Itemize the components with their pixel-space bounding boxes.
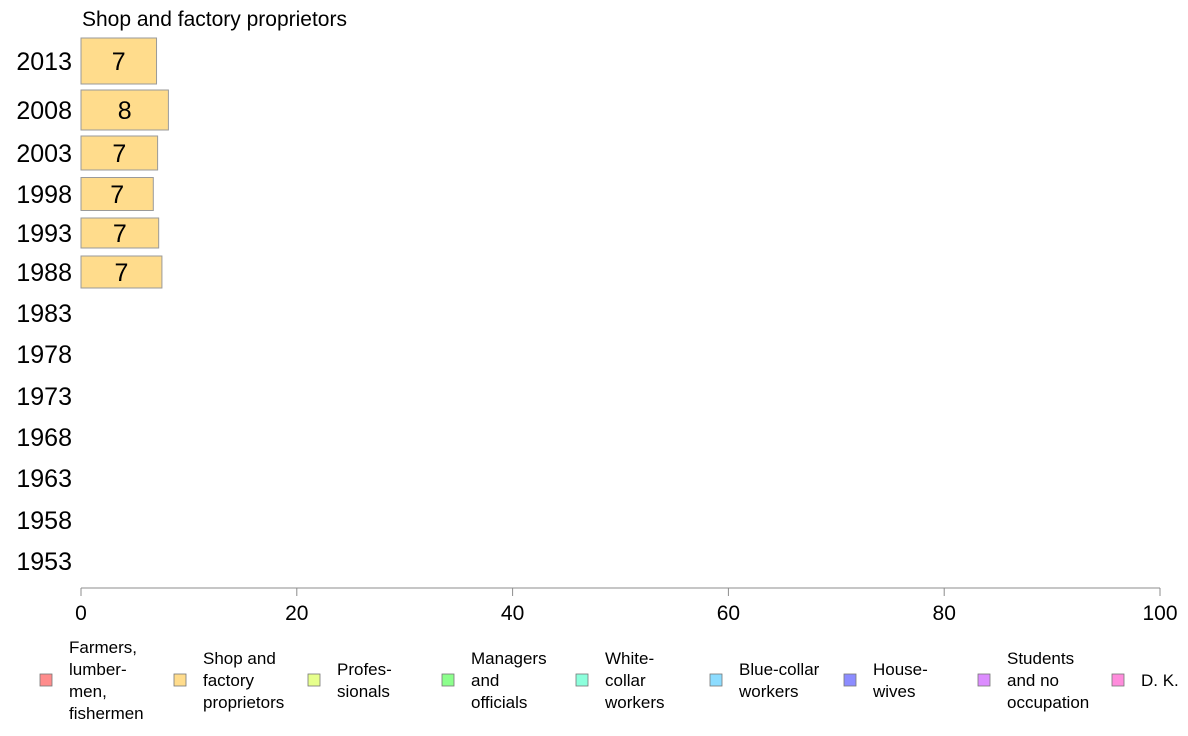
bar-value-label: 7 xyxy=(112,48,126,76)
legend-swatch xyxy=(173,673,187,687)
bar xyxy=(80,255,163,289)
year-label: 1963 xyxy=(16,465,72,493)
year-label: 1998 xyxy=(16,181,72,209)
year-rows: 2013 7 2008 8 2003 7 1998 7 1993 7 1988 7 1983 1978 19… xyxy=(16,37,169,576)
legend-item: Blue-collar workers xyxy=(709,660,820,701)
year-label: 1953 xyxy=(16,548,72,576)
legend-item: Students and no occupation xyxy=(977,649,1089,712)
bar xyxy=(80,135,159,171)
x-tick-label: 60 xyxy=(717,602,740,625)
legend-swatch xyxy=(977,673,991,687)
bar-value-label: 7 xyxy=(112,140,126,168)
year-label: 1983 xyxy=(16,300,72,328)
legend-label: White-collar workers xyxy=(604,649,665,712)
year-label: 1993 xyxy=(16,220,72,248)
legend-label: Shop and factory proprietors xyxy=(203,649,284,712)
legend-swatch xyxy=(709,673,723,687)
bar xyxy=(80,177,154,211)
legend-label: Profes-sionals xyxy=(337,660,392,701)
x-axis: 0 20 40 60 80 100 xyxy=(75,587,1178,625)
year-label: 2013 xyxy=(16,48,72,76)
bar xyxy=(80,89,169,131)
legend-item: White-collar workers xyxy=(575,649,665,712)
legend-label: House-wives xyxy=(872,660,928,701)
panel-title: Shop and factory proprietors xyxy=(82,8,347,31)
legend-label: Farmers, lumber-men, fishermen xyxy=(69,638,144,723)
year-label: 2003 xyxy=(16,140,72,168)
legend-item: Shop and factory proprietors xyxy=(173,649,284,712)
year-label: 2008 xyxy=(16,97,72,125)
bar-value-label: 8 xyxy=(118,97,132,125)
legend-swatch xyxy=(843,673,857,687)
year-label: 1988 xyxy=(16,259,72,287)
legend-item: Managers and officials xyxy=(441,649,547,712)
bar-value-label: 7 xyxy=(113,220,127,248)
year-label: 1978 xyxy=(16,341,72,369)
year-label: 1968 xyxy=(16,424,72,452)
x-tick-label: 100 xyxy=(1142,602,1177,625)
x-tick-label: 80 xyxy=(933,602,956,625)
bar-value-label: 7 xyxy=(110,181,124,209)
x-tick-label: 0 xyxy=(75,602,87,625)
legend-swatch xyxy=(1111,673,1125,687)
legend-item: Profes-sionals xyxy=(307,660,392,701)
legend-swatch xyxy=(441,673,455,687)
year-label: 1958 xyxy=(16,507,72,535)
x-tick-label: 20 xyxy=(285,602,308,625)
bar-value-label: 7 xyxy=(115,259,129,287)
legend-swatch xyxy=(307,673,321,687)
legend-item: Farmers, lumber-men, fishermen xyxy=(39,638,144,723)
legend-label: Students and no occupation xyxy=(1007,649,1089,712)
legend-item: House-wives xyxy=(843,660,928,701)
year-label: 1973 xyxy=(16,383,72,411)
legend-label: D. K. xyxy=(1141,671,1179,690)
x-tick-label: 40 xyxy=(501,602,524,625)
bar xyxy=(80,217,160,249)
bar xyxy=(80,37,158,85)
legend-label: Managers and officials xyxy=(471,649,547,712)
legend-swatch xyxy=(39,673,53,687)
legend-item: D. K. xyxy=(1111,671,1179,690)
legend: Farmers, lumber-men, fishermen Shop and fact… xyxy=(39,638,1179,723)
legend-swatch xyxy=(575,673,589,687)
legend-label: Blue-collar workers xyxy=(738,660,820,701)
